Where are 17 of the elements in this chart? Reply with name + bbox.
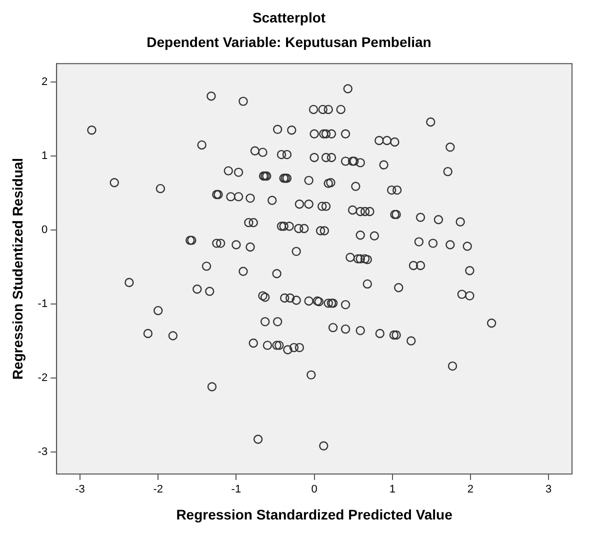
y-tick-label: -1 (38, 298, 48, 310)
y-tick-label: 1 (41, 150, 48, 162)
y-tick-label: -2 (38, 372, 48, 384)
x-axis-title: Regression Standardized Predicted Value (176, 506, 453, 522)
x-tick-label: 2 (467, 484, 474, 496)
y-axis-title: Regression Studentized Residual (9, 158, 26, 380)
x-tick-label: 1 (389, 484, 396, 496)
x-tick-label: 3 (546, 484, 552, 496)
y-tick-label: -3 (38, 446, 48, 458)
chart-title: Scatterplot (252, 9, 326, 26)
x-tick-label: -1 (231, 484, 242, 496)
x-tick-label: 0 (311, 484, 318, 496)
x-tick-label: -3 (75, 484, 85, 496)
x-tick-label: -2 (153, 484, 163, 496)
chart-subtitle: Dependent Variable: Keputusan Pembelian (146, 34, 432, 50)
y-tick-label: 0 (41, 224, 48, 236)
y-tick-label: 2 (41, 76, 48, 88)
